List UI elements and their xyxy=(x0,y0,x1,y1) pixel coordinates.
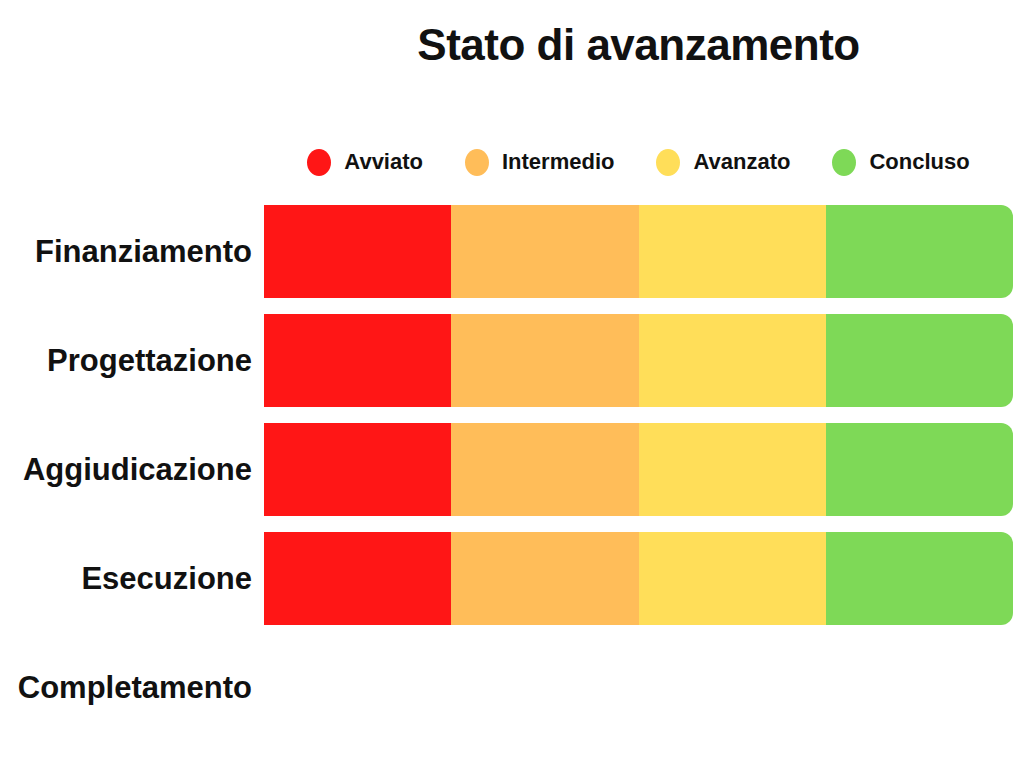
legend-item-avanzato: Avanzato xyxy=(656,149,790,176)
chart-row-finanziamento: Finanziamento xyxy=(0,205,1024,298)
bar-segment-intermedio xyxy=(451,314,638,407)
legend-label-avviato: Avviato xyxy=(344,149,423,175)
bar-segment-intermedio xyxy=(451,423,638,516)
chart-title: Stato di avanzamento xyxy=(264,20,1013,70)
legend-dot-intermedio-icon xyxy=(465,149,489,176)
legend-dot-avanzato-icon xyxy=(656,149,680,176)
stacked-bar-completamento-empty xyxy=(264,641,1013,734)
chart-row-aggiudicazione: Aggiudicazione xyxy=(0,423,1024,516)
row-label-finanziamento: Finanziamento xyxy=(0,205,252,298)
legend-dot-avviato-icon xyxy=(307,149,331,176)
bar-segment-avviato xyxy=(264,205,451,298)
stacked-bar-esecuzione xyxy=(264,532,1013,625)
bar-segment-avanzato xyxy=(639,314,826,407)
legend-label-intermedio: Intermedio xyxy=(502,149,614,175)
legend-label-concluso: Concluso xyxy=(869,149,969,175)
bar-segment-concluso xyxy=(826,532,1013,625)
chart-canvas: Stato di avanzamento Avviato Intermedio … xyxy=(0,0,1024,768)
row-label-completamento: Completamento xyxy=(0,641,252,734)
bar-segment-avviato xyxy=(264,314,451,407)
stacked-bar-finanziamento xyxy=(264,205,1013,298)
bar-segment-avanzato xyxy=(639,423,826,516)
bar-segment-intermedio xyxy=(451,532,638,625)
legend-label-avanzato: Avanzato xyxy=(693,149,790,175)
row-label-esecuzione: Esecuzione xyxy=(0,532,252,625)
bar-segment-avviato xyxy=(264,423,451,516)
bar-segment-concluso xyxy=(826,423,1013,516)
bar-segment-concluso xyxy=(826,314,1013,407)
bar-segment-intermedio xyxy=(451,205,638,298)
row-label-progettazione: Progettazione xyxy=(0,314,252,407)
row-label-aggiudicazione: Aggiudicazione xyxy=(0,423,252,516)
bar-segment-avviato xyxy=(264,532,451,625)
legend: Avviato Intermedio Avanzato Concluso xyxy=(264,146,1013,178)
legend-dot-concluso-icon xyxy=(832,149,856,176)
stacked-bar-progettazione xyxy=(264,314,1013,407)
legend-item-intermedio: Intermedio xyxy=(465,149,614,176)
bar-segment-avanzato xyxy=(639,532,826,625)
chart-rows: Finanziamento Progettazione Aggiudicazio… xyxy=(0,205,1024,734)
chart-row-completamento: Completamento xyxy=(0,641,1024,734)
chart-row-esecuzione: Esecuzione xyxy=(0,532,1024,625)
bar-segment-avanzato xyxy=(639,205,826,298)
legend-item-concluso: Concluso xyxy=(832,149,969,176)
stacked-bar-aggiudicazione xyxy=(264,423,1013,516)
bar-segment-concluso xyxy=(826,205,1013,298)
legend-item-avviato: Avviato xyxy=(307,149,423,176)
chart-row-progettazione: Progettazione xyxy=(0,314,1024,407)
